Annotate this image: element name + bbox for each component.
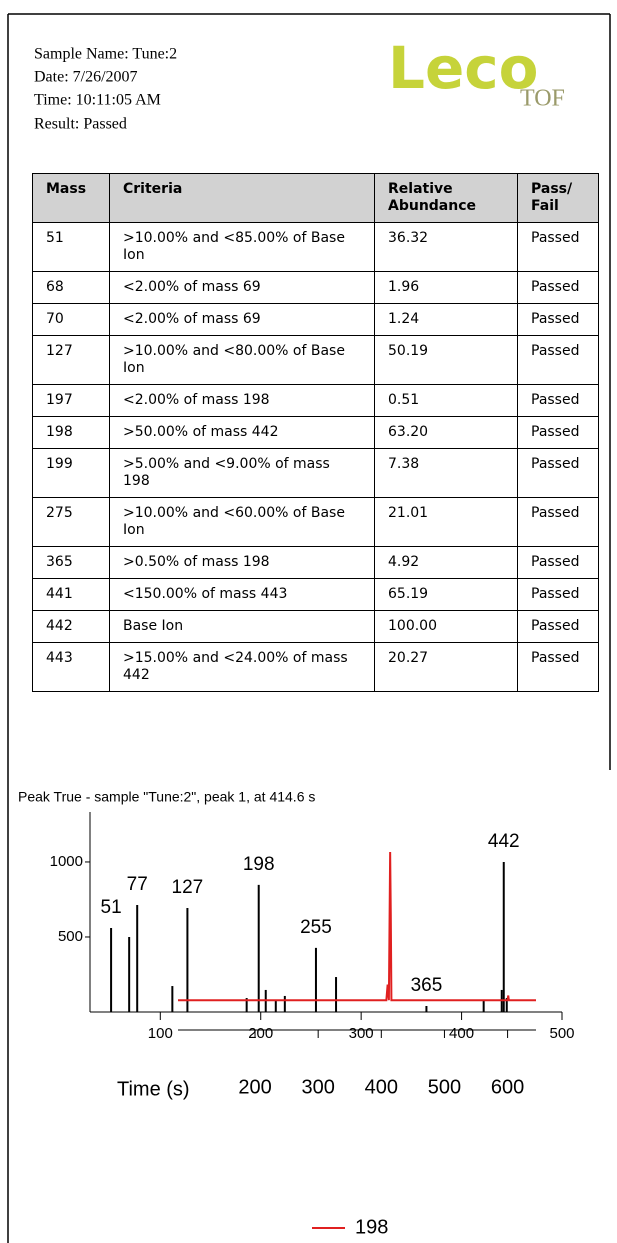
table-cell: Base Ion <box>109 610 375 643</box>
table-cell: 443 <box>32 642 110 692</box>
chart-title: Peak True - sample "Tune:2", peak 1, at … <box>18 789 315 805</box>
table-row: 197 <2.00% of mass 198 0.51 Passed <box>32 384 599 417</box>
table-row: 442 Base Ion 100.00 Passed <box>32 610 599 643</box>
table-cell: Passed <box>517 546 599 579</box>
peak-label: 198 <box>243 854 275 875</box>
peak-label: 51 <box>101 897 122 918</box>
y-tick-label: 1000 <box>50 853 83 870</box>
x-tick-label: 600 <box>491 1076 524 1098</box>
table-cell: 70 <box>32 303 110 336</box>
table-cell: 20.27 <box>374 642 518 692</box>
table-cell: Passed <box>517 448 599 498</box>
column-header: Relative Abundance <box>374 173 518 223</box>
table-cell: <150.00% of mass 443 <box>109 578 375 611</box>
table-row: 441 <150.00% of mass 443 65.19 Passed <box>32 578 599 611</box>
table-cell: Passed <box>517 497 599 547</box>
table-cell: Passed <box>517 384 599 417</box>
table-cell: 365 <box>32 546 110 579</box>
x-axis-label: Time (s) <box>117 1078 190 1100</box>
table-cell: <2.00% of mass 69 <box>109 271 375 304</box>
table-cell: Passed <box>517 578 599 611</box>
table-cell: 7.38 <box>374 448 518 498</box>
peak-label: 255 <box>300 917 332 938</box>
table-cell: 65.19 <box>374 578 518 611</box>
table-cell: >10.00% and <80.00% of Base Ion <box>109 335 375 385</box>
y-tick-label: 500 <box>58 928 83 945</box>
table-cell: Passed <box>517 642 599 692</box>
table-cell: >0.50% of mass 198 <box>109 546 375 579</box>
table-row: 275 >10.00% and <60.00% of Base Ion 21.01 P… <box>32 497 599 547</box>
table-cell: 198 <box>32 416 110 449</box>
table-cell: Passed <box>517 416 599 449</box>
time: Time: 10:11:05 AM <box>34 92 161 109</box>
table-row: 51 >10.00% and <85.00% of Base Ion 36.32 Pa… <box>32 222 599 272</box>
table-cell: <2.00% of mass 69 <box>109 303 375 336</box>
logo: Leco <box>388 34 539 102</box>
table-cell: 21.01 <box>374 497 518 547</box>
table-row: 443 >15.00% and <24.00% of mass 442 20.27 P… <box>32 642 599 692</box>
table-row: 365 >0.50% of mass 198 4.92 Passed <box>32 546 599 579</box>
table-cell: 68 <box>32 271 110 304</box>
table-cell: 100.00 <box>374 610 518 643</box>
table-cell: >10.00% and <85.00% of Base Ion <box>109 222 375 272</box>
table-cell: 0.51 <box>374 384 518 417</box>
table-cell: >50.00% of mass 442 <box>109 416 375 449</box>
peak-label: 442 <box>488 831 520 852</box>
column-header: Criteria <box>109 173 375 223</box>
table-cell: 199 <box>32 448 110 498</box>
peak-label: 127 <box>172 877 204 898</box>
criteria-table: Mass Criteria Relative Abundance Pass/ F… <box>32 173 599 692</box>
table-cell: 442 <box>32 610 110 643</box>
table-cell: Passed <box>517 610 599 643</box>
table-row: 127 >10.00% and <80.00% of Base Ion 50.19 P… <box>32 335 599 385</box>
header-row: Mass Criteria Relative Abundance Pass/ F… <box>32 173 599 223</box>
table-cell: 1.96 <box>374 271 518 304</box>
peak-label: 77 <box>127 874 148 895</box>
table-cell: Passed <box>517 335 599 385</box>
x-tick-label: 100 <box>148 1025 173 1042</box>
peak-label: 365 <box>411 975 443 996</box>
date: Date: 7/26/2007 <box>34 69 138 86</box>
column-header: Mass <box>32 173 110 223</box>
table-cell: 50.19 <box>374 335 518 385</box>
table-cell: 197 <box>32 384 110 417</box>
table-cell: 51 <box>32 222 110 272</box>
table-cell: Passed <box>517 303 599 336</box>
table-cell: >10.00% and <60.00% of Base Ion <box>109 497 375 547</box>
x-tick-label: 300 <box>349 1025 374 1042</box>
x-tick-label: 500 <box>549 1025 574 1042</box>
legend-label: 198 <box>355 1216 388 1238</box>
x-tick-label: 200 <box>238 1076 271 1098</box>
table-cell: 63.20 <box>374 416 518 449</box>
table-cell: 36.32 <box>374 222 518 272</box>
logo-sub: TOF <box>520 86 565 112</box>
table-row: 68 <2.00% of mass 69 1.96 Passed <box>32 271 599 304</box>
sample-name: Sample Name: Tune:2 <box>34 46 177 63</box>
table-cell: 1.24 <box>374 303 518 336</box>
x-tick-label: 400 <box>365 1076 398 1098</box>
table-cell: <2.00% of mass 198 <box>109 384 375 417</box>
x-tick-label: 200 <box>248 1025 273 1042</box>
table-cell: Passed <box>517 222 599 272</box>
column-header: Pass/ Fail <box>517 173 599 223</box>
table-cell: 127 <box>32 335 110 385</box>
result: Result: Passed <box>34 116 127 133</box>
x-tick-label: 400 <box>449 1025 474 1042</box>
table-cell: Passed <box>517 271 599 304</box>
table-cell: >15.00% and <24.00% of mass 442 <box>109 642 375 692</box>
table-cell: >5.00% and <9.00% of mass 198 <box>109 448 375 498</box>
table-cell: 441 <box>32 578 110 611</box>
table-cell: 275 <box>32 497 110 547</box>
table-row: 198 >50.00% of mass 442 63.20 Passed <box>32 416 599 449</box>
table-row: 70 <2.00% of mass 69 1.24 Passed <box>32 303 599 336</box>
x-tick-label: 500 <box>428 1076 461 1098</box>
x-tick-label: 300 <box>301 1076 334 1098</box>
table-cell: 4.92 <box>374 546 518 579</box>
trace <box>178 851 536 1002</box>
table-row: 199 >5.00% and <9.00% of mass 198 7.38 Pass… <box>32 448 599 498</box>
